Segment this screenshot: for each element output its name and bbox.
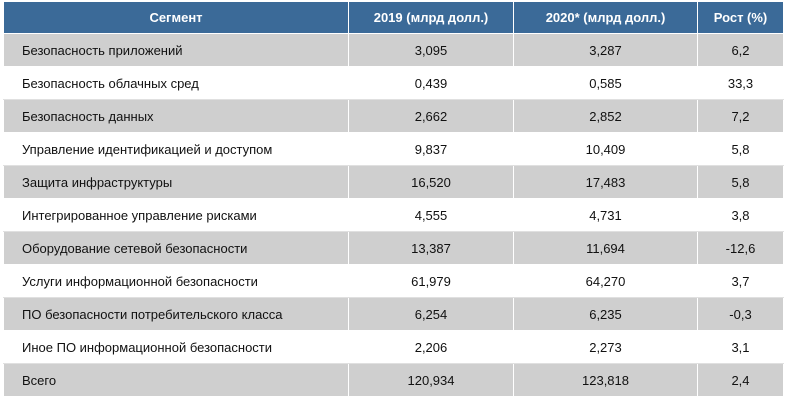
header-2019: 2019 (млрд долл.) [348,2,514,34]
segment-cell: Защита инфраструктуры [3,165,349,199]
table-row: Безопасность приложений 3,095 3,287 6,2 [3,33,784,67]
value-2020-cell: 2,852 [513,99,698,133]
growth-cell: 33,3 [697,66,784,100]
segment-cell: Иное ПО информационной безопасности [3,330,349,364]
header-growth: Рост (%) [697,2,784,34]
value-2020-cell: 3,287 [513,33,698,67]
value-2020-cell: 17,483 [513,165,698,199]
value-2019-cell: 4,555 [348,198,514,232]
segment-cell: Интегрированное управление рисками [3,198,349,232]
segment-cell: Управление идентификацией и доступом [3,132,349,166]
table-row: Иное ПО информационной безопасности 2,20… [3,330,784,364]
table-row: Услуги информационной безопасности 61,97… [3,264,784,298]
header-2020: 2020* (млрд долл.) [513,2,698,34]
total-row: Всего 120,934 123,818 2,4 [3,363,784,397]
value-2019-cell: 120,934 [348,363,514,397]
table-row: Оборудование сетевой безопасности 13,387… [3,231,784,265]
value-2020-cell: 11,694 [513,231,698,265]
table-row: Управление идентификацией и доступом 9,8… [3,132,784,166]
market-segments-table: Сегмент 2019 (млрд долл.) 2020* (млрд до… [3,2,784,397]
value-2019-cell: 2,662 [348,99,514,133]
value-2019-cell: 2,206 [348,330,514,364]
segment-cell: Всего [3,363,349,397]
growth-cell: 6,2 [697,33,784,67]
value-2019-cell: 13,387 [348,231,514,265]
table-header: Сегмент 2019 (млрд долл.) 2020* (млрд до… [3,2,784,34]
value-2019-cell: 3,095 [348,33,514,67]
value-2020-cell: 0,585 [513,66,698,100]
table-row: Безопасность данных 2,662 2,852 7,2 [3,99,784,133]
value-2019-cell: 16,520 [348,165,514,199]
segment-cell: Оборудование сетевой безопасности [3,231,349,265]
segment-cell: Безопасность приложений [3,33,349,67]
growth-cell: 3,7 [697,264,784,298]
value-2020-cell: 2,273 [513,330,698,364]
value-2019-cell: 6,254 [348,297,514,331]
segment-cell: Безопасность облачных сред [3,66,349,100]
value-2020-cell: 10,409 [513,132,698,166]
growth-cell: 5,8 [697,132,784,166]
growth-cell: 3,8 [697,198,784,232]
value-2020-cell: 4,731 [513,198,698,232]
growth-cell: -12,6 [697,231,784,265]
growth-cell: 5,8 [697,165,784,199]
growth-cell: -0,3 [697,297,784,331]
header-segment: Сегмент [3,2,349,34]
table-body: Безопасность приложений 3,095 3,287 6,2 … [3,33,784,397]
segment-cell: ПО безопасности потребительского класса [3,297,349,331]
value-2019-cell: 61,979 [348,264,514,298]
segment-cell: Услуги информационной безопасности [3,264,349,298]
growth-cell: 7,2 [697,99,784,133]
table-row: Безопасность облачных сред 0,439 0,585 3… [3,66,784,100]
table-row: ПО безопасности потребительского класса … [3,297,784,331]
value-2020-cell: 123,818 [513,363,698,397]
growth-cell: 2,4 [697,363,784,397]
growth-cell: 3,1 [697,330,784,364]
value-2020-cell: 64,270 [513,264,698,298]
value-2019-cell: 0,439 [348,66,514,100]
header-row: Сегмент 2019 (млрд долл.) 2020* (млрд до… [3,2,784,34]
table-row: Защита инфраструктуры 16,520 17,483 5,8 [3,165,784,199]
table-row: Интегрированное управление рисками 4,555… [3,198,784,232]
value-2020-cell: 6,235 [513,297,698,331]
segment-cell: Безопасность данных [3,99,349,133]
value-2019-cell: 9,837 [348,132,514,166]
